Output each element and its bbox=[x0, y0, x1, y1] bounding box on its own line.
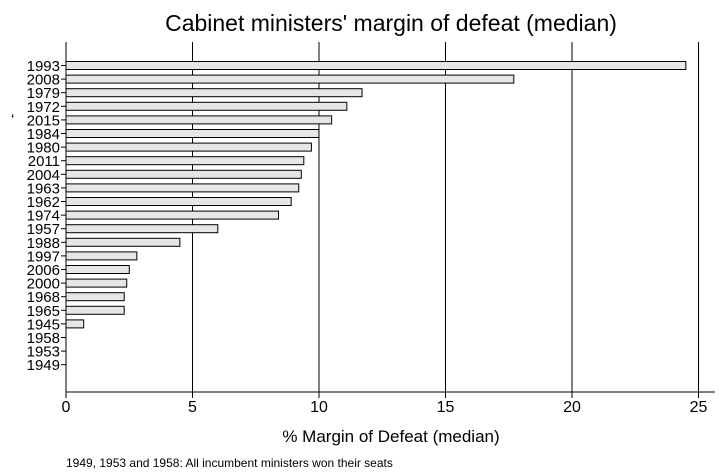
y-tick-label-1945: 1945 bbox=[27, 316, 60, 333]
bar-1980 bbox=[65, 142, 312, 152]
y-tick-label-1949: 1949 bbox=[27, 357, 60, 374]
y-tick-label-2006: 2006 bbox=[27, 262, 60, 279]
x-tick-label-5: 5 bbox=[188, 399, 197, 416]
y-tick-label-1958: 1958 bbox=[27, 330, 60, 347]
bar-1984 bbox=[65, 129, 320, 138]
y-tick-label-1988: 1988 bbox=[27, 235, 60, 252]
bar-1993 bbox=[65, 61, 687, 70]
y-tick-label-1979: 1979 bbox=[27, 85, 60, 102]
y-tick-labels: 1993200819791972201519841980201120041963… bbox=[27, 58, 66, 374]
bar-1963 bbox=[65, 183, 300, 193]
bar-1968 bbox=[65, 292, 125, 302]
bars bbox=[65, 61, 687, 329]
bar-2008 bbox=[65, 74, 515, 84]
y-tick-label-1953: 1953 bbox=[27, 344, 60, 361]
bar-2004 bbox=[65, 169, 302, 179]
y-tick-label-1980: 1980 bbox=[27, 140, 60, 157]
x-tick-labels: 0 5 10 15 20 25 bbox=[62, 392, 708, 416]
x-axis-label: % Margin of Defeat (median) bbox=[282, 427, 499, 446]
y-tick-label-1997: 1997 bbox=[27, 248, 60, 265]
y-tick-label-1957: 1957 bbox=[27, 221, 60, 238]
y-tick-label-2011: 2011 bbox=[28, 153, 60, 170]
y-tick-label-1962: 1962 bbox=[27, 194, 60, 211]
x-tick-label-25: 25 bbox=[690, 399, 708, 416]
bar-1988 bbox=[65, 237, 181, 247]
y-tick-label-2000: 2000 bbox=[27, 276, 60, 293]
chart-title: Cabinet ministers' margin of defeat (med… bbox=[165, 10, 617, 36]
y-tick-label-1972: 1972 bbox=[27, 99, 60, 116]
bar-1972 bbox=[65, 101, 348, 111]
chart-note: 1949, 1953 and 1958: All incumbent minis… bbox=[66, 456, 393, 470]
y-tick-label-2004: 2004 bbox=[27, 167, 60, 184]
y-tick-label-1963: 1963 bbox=[27, 180, 60, 197]
bar-1962 bbox=[65, 197, 292, 206]
bar-1945 bbox=[65, 319, 85, 329]
y-tick-label-1993: 1993 bbox=[27, 58, 60, 75]
x-tick-label-10: 10 bbox=[310, 399, 328, 416]
y-tick-label-1965: 1965 bbox=[27, 303, 60, 320]
gridlines bbox=[192, 42, 699, 392]
y-tick-label-1974: 1974 bbox=[27, 208, 60, 225]
y-tick-label-2008: 2008 bbox=[27, 72, 60, 89]
bar-1997 bbox=[65, 251, 138, 261]
bar-1965 bbox=[65, 305, 125, 315]
x-tick-label-20: 20 bbox=[563, 399, 581, 416]
y-tick-label-1968: 1968 bbox=[27, 289, 60, 306]
bar-2006 bbox=[65, 265, 130, 274]
bar-1974 bbox=[65, 210, 280, 220]
y-tick-label-2015: 2015 bbox=[27, 112, 60, 129]
bar-1979 bbox=[65, 88, 363, 98]
y-tick-label-1984: 1984 bbox=[27, 126, 60, 143]
x-tick-label-0: 0 bbox=[62, 399, 71, 416]
x-tick-label-15: 15 bbox=[437, 399, 455, 416]
bar-2000 bbox=[65, 278, 128, 288]
stray-mark: ‘ bbox=[11, 111, 14, 128]
bar-1957 bbox=[65, 224, 219, 234]
bar-2015 bbox=[65, 115, 333, 125]
bar-2011 bbox=[65, 156, 305, 166]
